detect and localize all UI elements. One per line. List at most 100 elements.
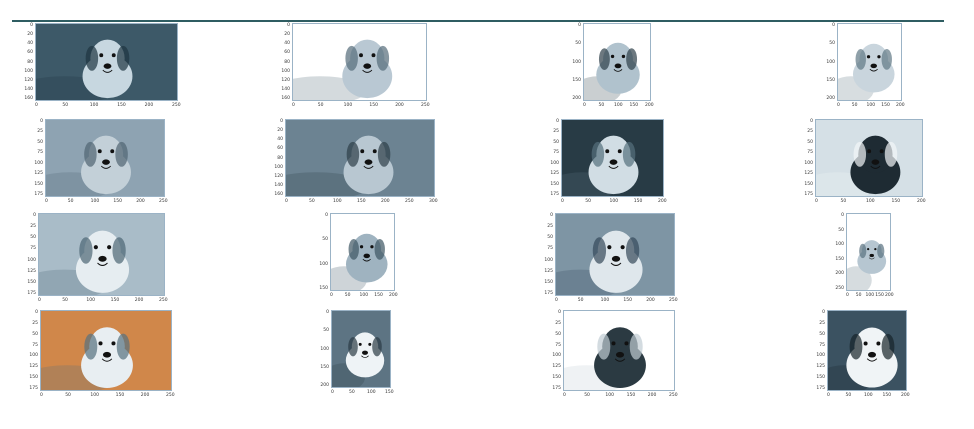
- y-tick-label: 75: [547, 246, 553, 252]
- x-tick-label: 200: [395, 103, 404, 108]
- y-tick-label: 150: [27, 279, 36, 285]
- y-tick-label: 100: [544, 257, 553, 263]
- y-tick-label: 150: [319, 286, 328, 291]
- x-tick-label: 100: [89, 103, 99, 108]
- y-tick-label: 40: [27, 41, 33, 47]
- x-tick-label: 150: [633, 199, 643, 204]
- x-tick-label: 100: [614, 103, 623, 108]
- y-tick-label: 0: [558, 310, 561, 315]
- y-tick-label: 175: [34, 192, 43, 197]
- x-tick-label: 200: [901, 393, 910, 398]
- x-tick-label: 50: [585, 199, 591, 204]
- y-tick-label: 75: [30, 246, 36, 252]
- y-tick-label: 0: [841, 213, 844, 218]
- y-tick-label: 0: [326, 310, 329, 315]
- y-tick-label: 50: [323, 328, 329, 334]
- x-tick-label: 100: [359, 293, 369, 298]
- y-tick-label: 60: [277, 146, 283, 152]
- y-tick-label: 100: [826, 59, 835, 65]
- x-tick-label: 250: [421, 103, 430, 108]
- x-tick-label: 200: [885, 293, 894, 298]
- y-tick-label: 25: [32, 320, 38, 326]
- image-plot: 0 20 40 60 80 100 120 140 160 0 50 100 150 200 250: [19, 23, 181, 111]
- x-tick-label: 0: [40, 393, 43, 398]
- dog-image: [330, 213, 395, 291]
- dog-image: [292, 23, 427, 101]
- x-tick-label: 0: [837, 103, 840, 108]
- y-tick-label: 120: [274, 173, 283, 179]
- x-tick-label: 50: [65, 393, 71, 398]
- y-tick-label: 0: [832, 23, 835, 28]
- image-plot: 0 25 50 75 100 125 150 175 0 50 100 150 200 250: [539, 213, 678, 306]
- y-tick-label: 150: [320, 364, 329, 370]
- dog-image: [40, 310, 172, 391]
- x-tick-label: 50: [62, 103, 69, 108]
- y-tick-label: 50: [37, 139, 43, 145]
- y-tick-label: 100: [804, 160, 813, 166]
- image-plot: 0 50 100 150 200 0 50 100 150: [315, 310, 394, 398]
- y-tick-label: 40: [284, 41, 290, 47]
- x-tick-label: 250: [669, 298, 678, 303]
- x-tick-label: 100: [367, 390, 376, 395]
- y-tick-label: 50: [322, 237, 328, 243]
- y-tick-label: 100: [281, 68, 290, 74]
- image-plot: 0 50 100 150 200 0 50 100 150 200: [567, 23, 654, 111]
- y-tick-label: 125: [804, 171, 813, 177]
- x-tick-label: 150: [882, 393, 892, 398]
- x-tick-label: 200: [134, 298, 144, 303]
- y-tick-label: 150: [29, 375, 38, 381]
- image-plot: 0 25 50 75 100 125 150 175 0 50 100 150 200: [545, 119, 667, 207]
- x-tick-label: 0: [815, 199, 818, 204]
- y-tick-label: 125: [27, 268, 36, 274]
- dog-image: [331, 310, 391, 388]
- y-tick-label: 0: [35, 310, 38, 315]
- x-tick-label: 150: [357, 199, 366, 204]
- y-tick-label: 125: [544, 268, 553, 274]
- y-tick-label: 0: [810, 119, 813, 124]
- y-tick-label: 0: [550, 213, 553, 218]
- y-tick-label: 50: [807, 139, 813, 145]
- y-tick-label: 100: [320, 346, 329, 352]
- y-tick-label: 75: [553, 150, 559, 156]
- x-tick-label: 200: [645, 103, 654, 108]
- y-tick-label: 120: [24, 77, 33, 83]
- image-plot: 0 25 50 75 100 125 150 175 0 50 100 150 200 250: [29, 119, 168, 207]
- y-tick-label: 60: [284, 50, 290, 56]
- dog-image: [563, 310, 675, 391]
- y-tick-label: 250: [835, 286, 844, 291]
- x-tick-label: 50: [349, 390, 355, 395]
- y-tick-label: 150: [835, 256, 844, 262]
- top-divider: [12, 20, 944, 22]
- dog-image: [45, 119, 165, 197]
- dog-image: [583, 23, 651, 101]
- x-tick-label: 150: [117, 103, 126, 108]
- y-tick-label: 80: [277, 155, 283, 161]
- y-tick-label: 20: [284, 32, 290, 38]
- y-tick-label: 150: [572, 77, 581, 83]
- x-tick-label: 0: [846, 293, 849, 298]
- x-tick-label: 200: [658, 199, 667, 204]
- y-tick-label: 100: [550, 160, 559, 166]
- image-plot: 0 25 50 75 100 125 150 175 0 50 100 150 200 250: [547, 310, 678, 401]
- y-tick-label: 100: [552, 353, 561, 359]
- x-tick-label: 250: [159, 298, 168, 303]
- y-tick-label: 75: [32, 342, 38, 348]
- x-tick-label: 250: [405, 199, 414, 204]
- y-tick-label: 160: [24, 96, 33, 101]
- image-plot: 0 20 40 60 80 100 120 140 160 0 50 100 150 200 250: [276, 23, 430, 111]
- x-tick-label: 250: [172, 103, 181, 108]
- x-tick-label: 0: [555, 298, 558, 303]
- x-tick-label: 50: [598, 103, 605, 108]
- image-plot: 0 25 50 75 100 125 150 175 0 50 100 150 200 250: [22, 213, 168, 306]
- y-tick-label: 0: [325, 213, 328, 218]
- y-tick-label: 125: [552, 364, 561, 370]
- x-tick-label: 50: [851, 103, 858, 108]
- y-tick-label: 0: [40, 119, 43, 124]
- x-tick-label: 50: [62, 298, 68, 303]
- y-tick-label: 125: [816, 364, 825, 370]
- image-plot: 0 25 50 75 100 125 150 175 0 50 100 150 200 250: [24, 310, 175, 401]
- x-tick-label: 0: [331, 390, 334, 395]
- y-tick-label: 120: [281, 77, 290, 83]
- x-tick-label: 100: [866, 199, 875, 204]
